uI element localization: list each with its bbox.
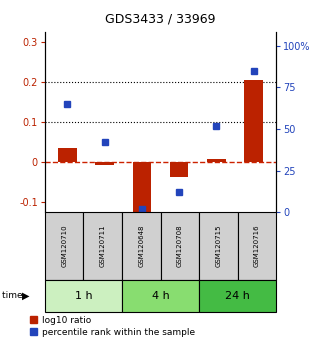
Bar	[199, 212, 238, 280]
Bar	[83, 212, 122, 280]
Bar	[122, 212, 160, 280]
Bar	[170, 162, 188, 177]
Text: ▶: ▶	[22, 291, 29, 301]
Text: GSM120715: GSM120715	[215, 225, 221, 267]
Bar	[207, 159, 226, 162]
Text: GSM120648: GSM120648	[138, 225, 144, 267]
Text: GSM120708: GSM120708	[177, 225, 183, 267]
Text: time: time	[2, 291, 25, 300]
Text: 1 h: 1 h	[75, 291, 92, 301]
Bar	[244, 80, 263, 162]
Text: GSM120716: GSM120716	[254, 225, 260, 267]
Bar	[133, 162, 151, 215]
Text: 24 h: 24 h	[225, 291, 250, 301]
Bar	[199, 280, 276, 312]
Bar	[238, 212, 276, 280]
Legend: log10 ratio, percentile rank within the sample: log10 ratio, percentile rank within the …	[30, 316, 195, 337]
Bar	[45, 212, 83, 280]
Text: GDS3433 / 33969: GDS3433 / 33969	[105, 13, 216, 26]
Bar	[45, 280, 122, 312]
Bar	[160, 212, 199, 280]
Bar	[95, 162, 114, 165]
Bar	[122, 280, 199, 312]
Bar	[58, 148, 77, 162]
Text: 4 h: 4 h	[152, 291, 169, 301]
Text: GSM120710: GSM120710	[61, 225, 67, 267]
Text: GSM120711: GSM120711	[100, 225, 106, 267]
